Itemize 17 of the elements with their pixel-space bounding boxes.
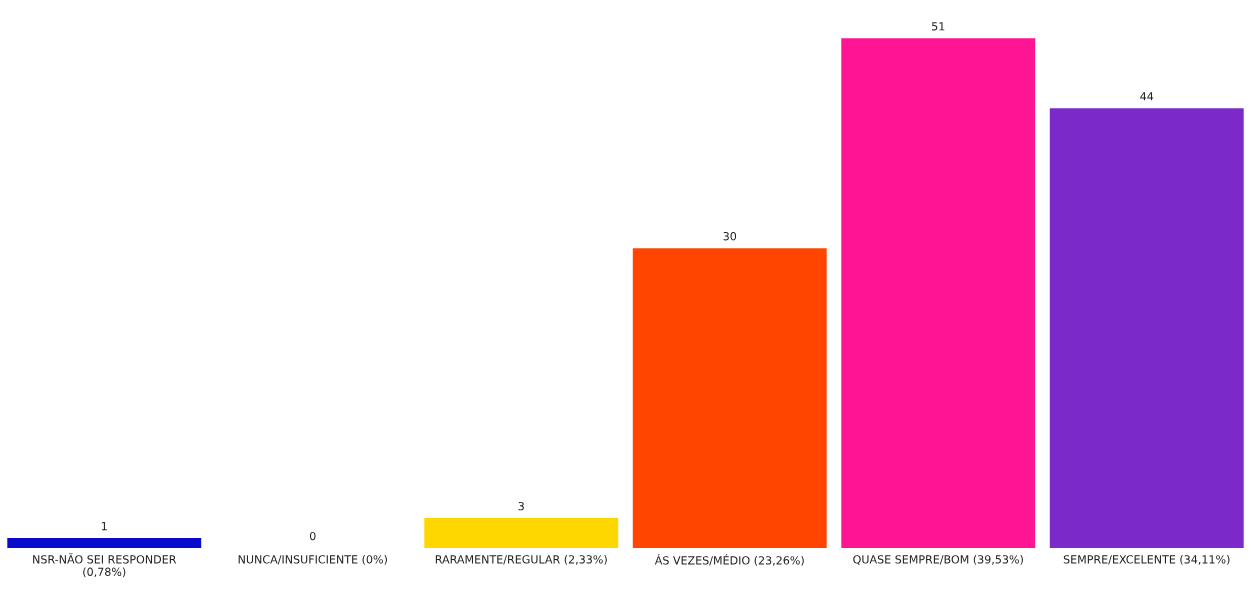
- x-tick-label: SEMPRE/EXCELENTE (34,11%): [1063, 554, 1230, 565]
- data-label: 1: [101, 522, 107, 531]
- x-tick-label: NSR-NÃO SEI RESPONDER (0,78%): [33, 553, 177, 578]
- x-tick-label: ÁS VEZES/MÉDIO (23,26%): [654, 554, 804, 566]
- data-label: 30: [723, 232, 737, 241]
- x-tick-label: RARAMENTE/REGULAR (2,33%): [435, 554, 607, 565]
- bar: [632, 248, 827, 548]
- data-label: 44: [1140, 92, 1154, 101]
- bar: [841, 38, 1036, 548]
- data-label: 51: [932, 22, 945, 31]
- data-label: 3: [518, 501, 524, 511]
- bar: [424, 518, 619, 548]
- bar: [1049, 108, 1244, 548]
- data-label: 0: [309, 531, 316, 541]
- bar: [7, 538, 202, 548]
- x-tick-label: QUASE SEMPRE/BOM (39,53%): [853, 554, 1023, 565]
- x-tick-label: NUNCA/INSUFICIENTE (0%): [238, 554, 387, 565]
